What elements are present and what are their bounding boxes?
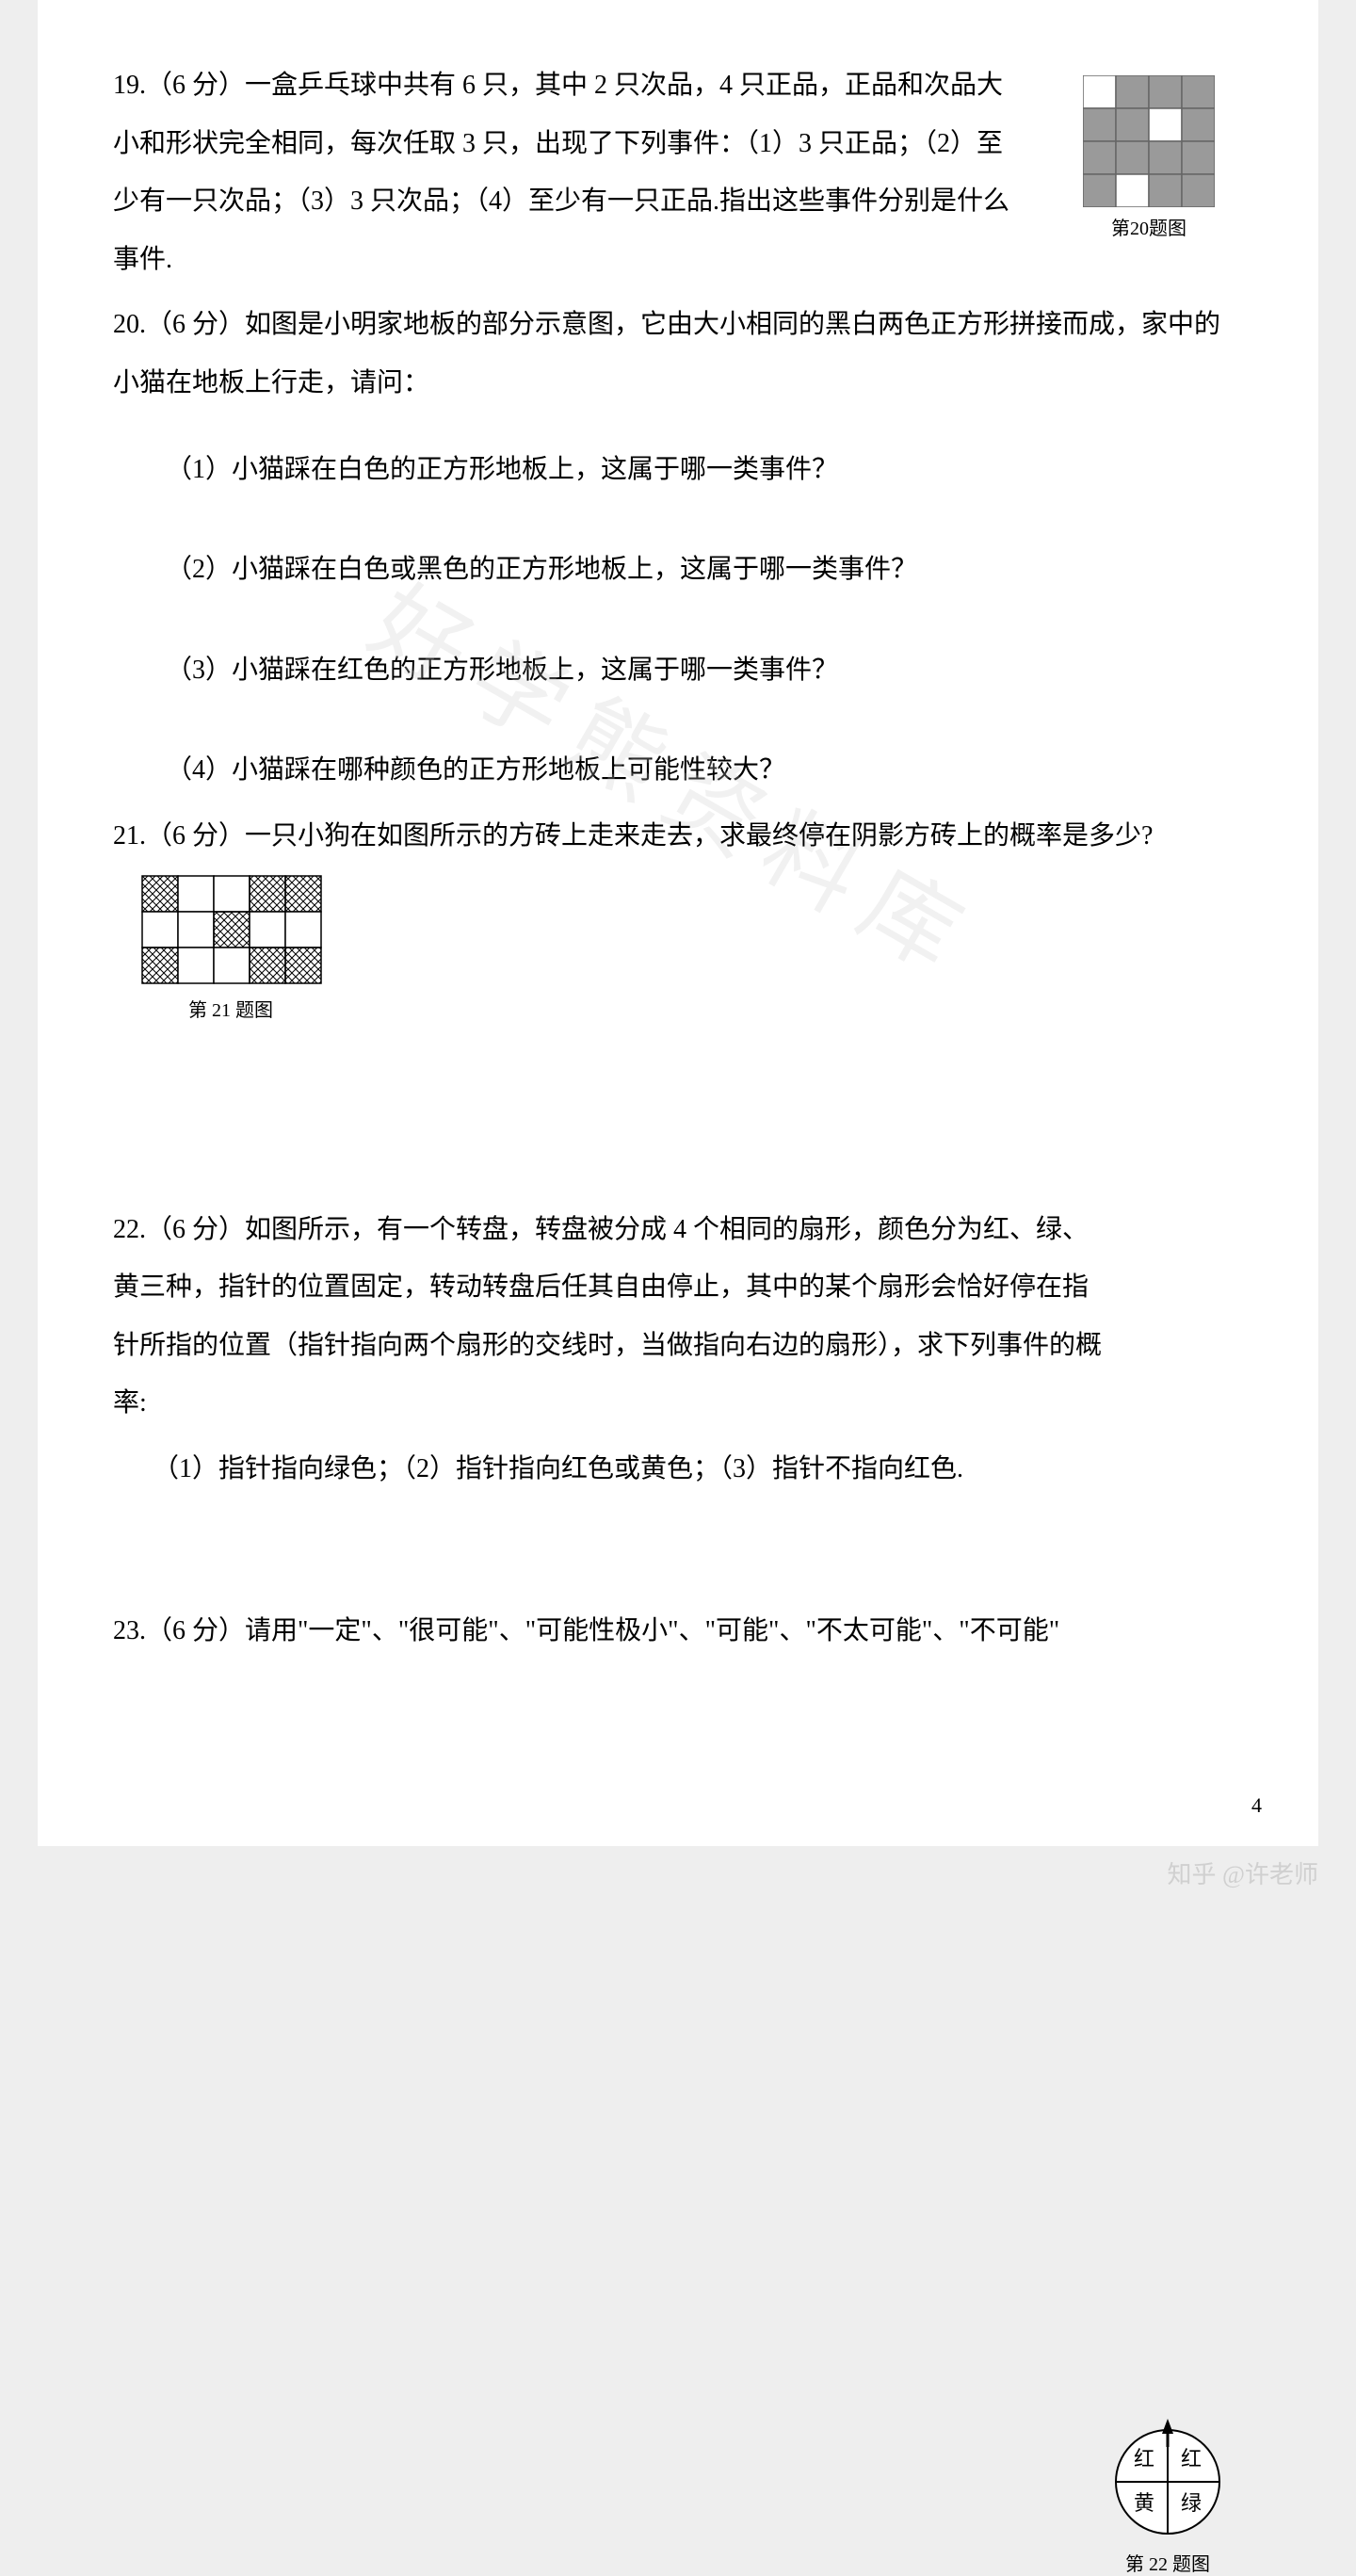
footer-attribution: 知乎 @许老师 xyxy=(1168,1855,1318,1890)
question-20: 20.（6 分）如图是小明家地板的部分示意图，它由大小相同的黑白两色正方形拼接而… xyxy=(113,296,1243,412)
figure-22: 红红黄绿 第 22 题图 xyxy=(1111,2416,1224,2576)
svg-text:红: 红 xyxy=(1134,2447,1154,2471)
question-22: 22.（6 分）如图所示，有一个转盘，转盘被分成 4 个相同的扇形，颜色分为红、… xyxy=(113,1201,1111,1433)
figure-21: 第 21 题图 xyxy=(141,875,1243,1022)
q20-sub1: （1）小猫踩在白色的正方形地板上，这属于哪一类事件？ xyxy=(113,441,1243,499)
q20-sub2: （2）小猫踩在白色或黑色的正方形地板上，这属于哪一类事件？ xyxy=(113,541,1243,599)
question-23: 23.（6 分）请用"一定"、"很可能"、"可能性极小"、"可能"、"不太可能"… xyxy=(113,1602,1243,1661)
exam-page: 好学熊资料库 第20题图 19.（6 分）一盒乒乓球中共有 6 只，其中 2 只… xyxy=(38,0,1318,1846)
q20-sub3: （3）小猫踩在红色的正方形地板上，这属于哪一类事件？ xyxy=(113,641,1243,700)
page-number: 4 xyxy=(1251,1793,1262,1818)
q22-sub: （1）指针指向绿色；（2）指针指向红色或黄色；（3）指针不指向红色. xyxy=(113,1440,1243,1499)
svg-text:绿: 绿 xyxy=(1181,2491,1202,2515)
hatched-grid-icon xyxy=(141,875,322,984)
question-19-block: 第20题图 19.（6 分）一盒乒乓球中共有 6 只，其中 2 只次品，4 只正… xyxy=(113,57,1243,288)
svg-text:黄: 黄 xyxy=(1134,2491,1154,2515)
svg-text:红: 红 xyxy=(1181,2447,1202,2471)
question-21: 21.（6 分）一只小狗在如图所示的方砖上走来走去，求最终停在阴影方砖上的概率是… xyxy=(113,807,1243,866)
question-19: 19.（6 分）一盒乒乓球中共有 6 只，其中 2 只次品，4 只正品，正品和次… xyxy=(113,57,1026,288)
spinner-icon: 红红黄绿 xyxy=(1111,2416,1224,2538)
q20-sub4: （4）小猫踩在哪种颜色的正方形地板上可能性较大？ xyxy=(113,741,1243,800)
checkerboard-icon xyxy=(1083,75,1215,207)
figure-20-label: 第20题图 xyxy=(1083,213,1215,240)
figure-20: 第20题图 xyxy=(1083,75,1215,240)
figure-22-label: 第 22 题图 xyxy=(1111,2549,1224,2576)
figure-21-label: 第 21 题图 xyxy=(141,995,320,1022)
question-22-block: 红红黄绿 第 22 题图 22.（6 分）如图所示，有一个转盘，转盘被分成 4 … xyxy=(113,1201,1243,1499)
